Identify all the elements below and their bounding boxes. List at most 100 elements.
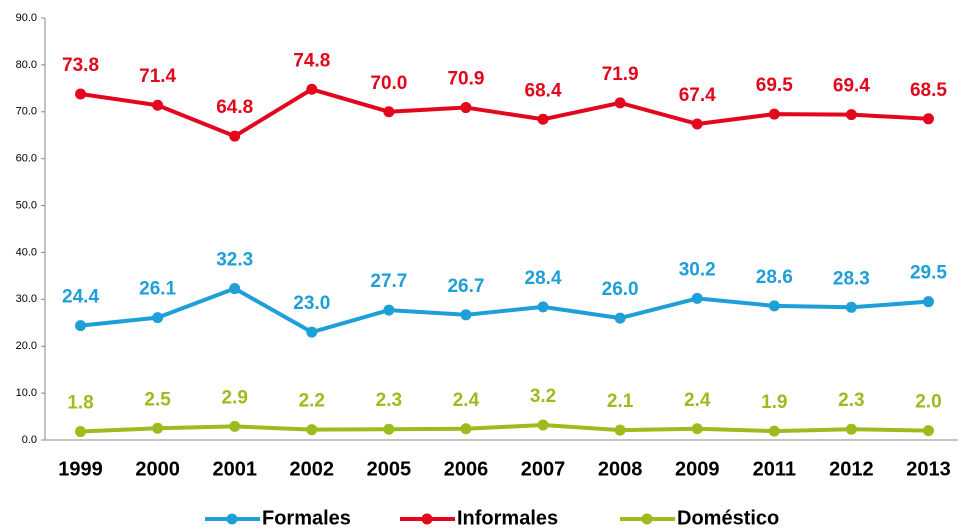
- point: [383, 423, 395, 435]
- point: [691, 118, 703, 130]
- data-label: 2.3: [838, 390, 864, 411]
- y-tick-label: 20.0: [16, 340, 37, 352]
- x-tick-label: 2009: [675, 458, 720, 480]
- data-label: 73.8: [62, 55, 99, 76]
- data-label: 32.3: [216, 250, 253, 271]
- point: [768, 425, 780, 437]
- point: [922, 425, 934, 437]
- point: [460, 102, 472, 114]
- x-tick-label: 2008: [598, 458, 643, 480]
- point: [152, 422, 164, 434]
- data-label: 70.9: [447, 69, 484, 90]
- point: [75, 426, 87, 438]
- point: [845, 109, 857, 121]
- x-tick-label: 2001: [212, 458, 257, 480]
- point: [152, 312, 164, 324]
- point: [691, 292, 703, 304]
- data-label: 67.4: [679, 85, 716, 106]
- point: [75, 88, 87, 100]
- point: [922, 113, 934, 125]
- point: [383, 304, 395, 316]
- data-label: 1.9: [761, 392, 787, 413]
- series-line: [80, 87, 929, 139]
- point: [537, 301, 549, 313]
- point: [614, 424, 626, 436]
- y-tick-label: 80.0: [16, 59, 37, 71]
- point: [460, 309, 472, 321]
- data-label: 26.7: [447, 276, 484, 297]
- data-label: 26.0: [602, 279, 639, 300]
- point: [306, 326, 318, 338]
- data-label: 2.3: [376, 390, 402, 411]
- point: [383, 106, 395, 118]
- data-label: 30.2: [679, 259, 716, 280]
- data-label: 69.4: [833, 76, 870, 97]
- x-tick-label: 2002: [290, 458, 335, 480]
- legend-marker: [421, 513, 433, 525]
- data-label: 26.1: [139, 279, 176, 300]
- point: [229, 130, 241, 142]
- point: [152, 99, 164, 111]
- x-tick-label: 2007: [521, 458, 566, 480]
- point: [306, 424, 318, 436]
- point: [768, 108, 780, 120]
- legend-marker: [226, 513, 238, 525]
- legend-label: Formales: [262, 507, 351, 529]
- data-label: 29.5: [910, 263, 947, 284]
- data-label: 71.9: [602, 64, 639, 85]
- x-tick-label: 2011: [753, 458, 796, 480]
- x-tick-label: 1999: [58, 458, 103, 480]
- data-label: 28.3: [833, 268, 870, 289]
- point: [614, 312, 626, 324]
- y-tick-label: 0.0: [22, 434, 37, 446]
- data-label: 3.2: [530, 386, 556, 407]
- y-tick-label: 10.0: [16, 387, 37, 399]
- y-tick-label: 70.0: [16, 106, 37, 118]
- x-tick-label: 2012: [829, 458, 874, 480]
- x-tick-label: 2005: [367, 458, 412, 480]
- data-label: 64.8: [216, 97, 253, 118]
- y-tick-label: 60.0: [16, 153, 37, 165]
- data-label: 1.8: [67, 393, 93, 414]
- series-line: [80, 286, 929, 335]
- y-tick-label: 40.0: [16, 246, 37, 258]
- x-tick-label: 2013: [906, 458, 951, 480]
- legend-marker: [641, 513, 653, 525]
- point: [75, 320, 87, 332]
- point: [460, 423, 472, 435]
- point: [537, 419, 549, 431]
- data-label: 74.8: [293, 50, 330, 71]
- data-label: 24.4: [62, 287, 99, 308]
- data-label: 2.2: [299, 391, 325, 412]
- data-label: 71.4: [139, 66, 176, 87]
- y-tick-label: 50.0: [16, 199, 37, 211]
- point: [614, 97, 626, 109]
- point: [768, 300, 780, 312]
- data-label: 2.9: [221, 387, 247, 408]
- point: [845, 301, 857, 313]
- data-label: 70.0: [370, 73, 407, 94]
- point: [845, 423, 857, 435]
- data-label: 2.0: [915, 392, 941, 413]
- legend-label: Doméstico: [677, 507, 779, 529]
- data-label: 27.7: [370, 271, 407, 292]
- data-label: 68.4: [525, 80, 562, 101]
- data-label: 69.5: [756, 75, 793, 96]
- point: [691, 423, 703, 435]
- data-label: 2.4: [684, 390, 711, 411]
- point: [229, 420, 241, 432]
- data-label: 28.6: [756, 267, 793, 288]
- data-label: 2.1: [607, 391, 634, 412]
- point: [229, 283, 241, 295]
- legend-label: Informales: [457, 507, 558, 529]
- x-tick-label: 2000: [135, 458, 180, 480]
- point: [306, 83, 318, 95]
- data-label: 2.4: [453, 390, 480, 411]
- point: [922, 296, 934, 308]
- point: [537, 113, 549, 125]
- data-label: 2.5: [144, 389, 171, 410]
- y-tick-label: 90.0: [16, 12, 37, 24]
- data-label: 23.0: [293, 293, 330, 314]
- series-line: [80, 422, 929, 434]
